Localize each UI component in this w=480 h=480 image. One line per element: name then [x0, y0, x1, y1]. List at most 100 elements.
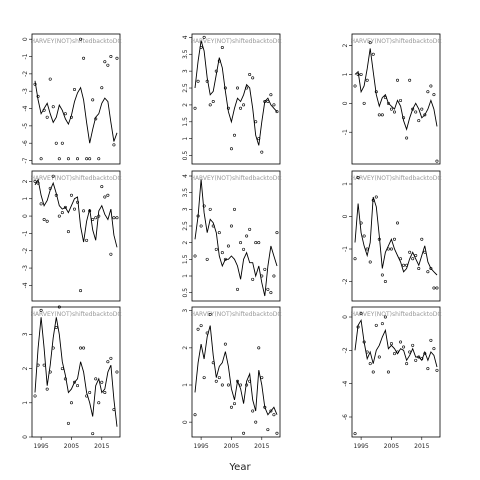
- y-tick-label: 1: [182, 274, 189, 278]
- data-point: [214, 69, 218, 73]
- data-point: [76, 157, 80, 161]
- data-point: [60, 367, 64, 371]
- data-point: [112, 216, 116, 220]
- data-point: [36, 181, 40, 185]
- data-point: [405, 136, 409, 140]
- panel-title: HARVEY(NOT)shiftedbacktoDC: [350, 175, 441, 182]
- data-point: [88, 157, 92, 161]
- y-tick-label: 0.5: [182, 288, 189, 298]
- data-point: [251, 277, 255, 281]
- y-tick-label: 0: [342, 315, 349, 319]
- y-tick-label: 3: [182, 207, 189, 211]
- data-point: [435, 286, 439, 290]
- data-point: [359, 72, 363, 76]
- data-point: [377, 237, 381, 241]
- data-point: [82, 209, 86, 213]
- data-point: [229, 224, 233, 228]
- data-point: [48, 77, 52, 81]
- x-axis-label: Year: [228, 462, 251, 473]
- data-point: [251, 409, 255, 413]
- data-point: [251, 76, 255, 80]
- panel-title: HARVEY(NOT)shiftedbacktoDC: [190, 311, 281, 318]
- data-point: [33, 394, 37, 398]
- data-point: [236, 287, 240, 291]
- data-point: [368, 41, 372, 45]
- data-point: [229, 147, 233, 151]
- data-point: [257, 346, 261, 350]
- data-point: [371, 52, 375, 56]
- y-tick-label: 1: [22, 401, 29, 405]
- data-point: [51, 105, 55, 109]
- data-point: [414, 110, 418, 114]
- data-point: [199, 224, 203, 228]
- data-point: [386, 101, 390, 105]
- x-tick-label: 2005: [384, 443, 399, 450]
- data-point: [217, 231, 221, 235]
- data-point: [248, 73, 252, 77]
- data-point: [365, 247, 369, 251]
- y-tick-label: 1: [182, 137, 189, 141]
- plot-frame: [191, 33, 281, 165]
- data-point: [214, 379, 218, 383]
- x-tick-label: 2015: [94, 443, 109, 450]
- data-point: [365, 350, 369, 354]
- data-point: [91, 98, 95, 102]
- data-point: [272, 274, 276, 278]
- x-tick-label: 2005: [64, 443, 79, 450]
- y-tick-label: -3: [22, 88, 29, 94]
- y-tick-label: -4: [342, 380, 349, 386]
- data-point: [242, 431, 246, 435]
- data-point: [420, 357, 424, 361]
- data-point: [248, 379, 252, 383]
- data-point: [374, 195, 378, 199]
- data-point: [263, 405, 267, 409]
- data-point: [380, 322, 384, 326]
- y-tick-label: 0: [342, 101, 349, 105]
- plot-frame: [31, 33, 121, 165]
- y-tick-label: 0: [22, 37, 29, 41]
- data-point: [205, 79, 209, 83]
- panel-title: HARVEY(NOT)shiftedbacktoDC: [30, 38, 121, 45]
- y-tick-label: 3.5: [182, 188, 189, 198]
- data-point: [63, 377, 67, 381]
- y-tick-label: 2.5: [182, 221, 189, 231]
- data-point: [112, 408, 116, 412]
- y-tick-label: -1: [342, 129, 349, 135]
- data-point: [432, 286, 436, 290]
- data-point: [54, 141, 58, 145]
- data-point: [405, 362, 409, 366]
- data-point: [85, 157, 89, 161]
- data-point: [269, 93, 273, 97]
- data-point: [254, 241, 258, 245]
- data-point: [426, 367, 430, 371]
- data-point: [368, 362, 372, 366]
- data-point: [36, 94, 40, 98]
- data-point: [226, 106, 230, 110]
- data-point: [69, 193, 73, 197]
- trend-line: [194, 40, 278, 146]
- data-point: [226, 244, 230, 248]
- data-point: [33, 179, 37, 183]
- data-point: [272, 103, 276, 107]
- data-point: [48, 186, 52, 190]
- y-tick-label: 2: [342, 43, 349, 47]
- data-point: [405, 263, 409, 267]
- y-tick-label: 0: [22, 214, 29, 218]
- data-point: [103, 60, 107, 64]
- data-point: [63, 112, 67, 116]
- data-point: [196, 79, 200, 83]
- data-point: [39, 308, 43, 312]
- data-point: [426, 270, 430, 274]
- data-point: [85, 394, 89, 398]
- data-point: [54, 193, 58, 197]
- data-point: [386, 370, 390, 374]
- data-point: [396, 221, 400, 225]
- data-point: [57, 305, 61, 309]
- data-point: [435, 368, 439, 372]
- data-point: [353, 84, 357, 88]
- data-point: [353, 432, 357, 436]
